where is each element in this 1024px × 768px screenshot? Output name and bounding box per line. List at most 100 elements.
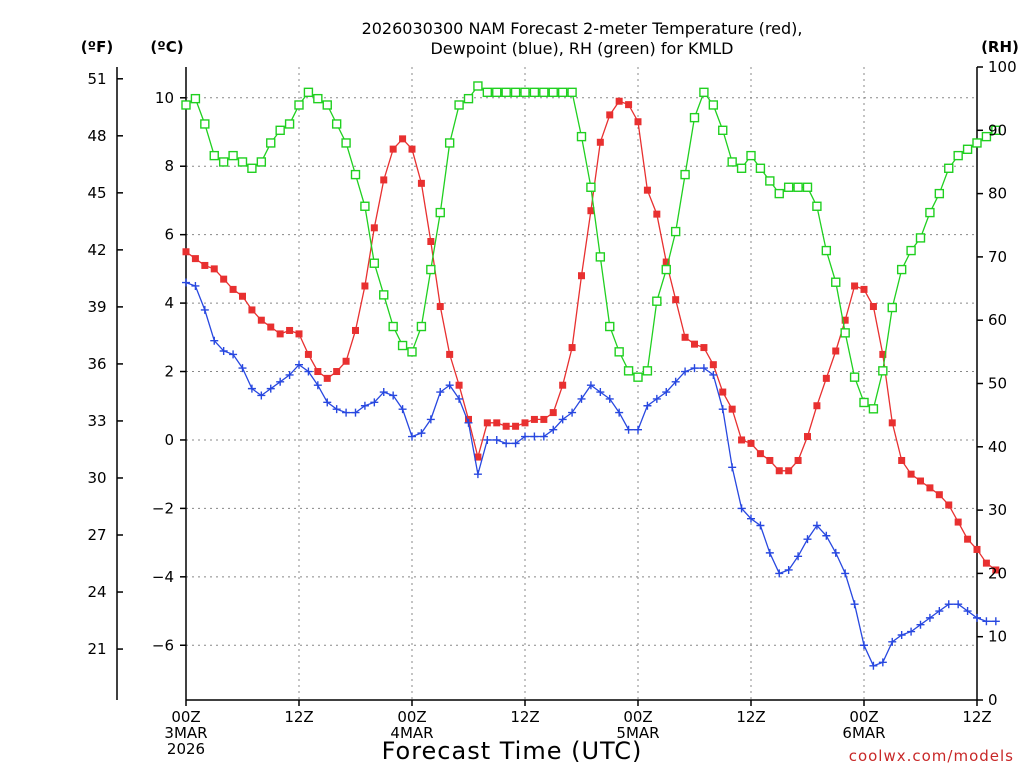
rh-point: [793, 182, 803, 192]
rh-point: [388, 321, 398, 332]
rh-point: [680, 169, 690, 180]
rh-tick-label: 50: [988, 375, 1007, 393]
rh-tick-label: 80: [988, 185, 1007, 203]
rh-point: [915, 233, 926, 243]
rh-point: [209, 150, 219, 161]
rh-line: [185, 85, 997, 410]
temperature-point: [248, 306, 256, 314]
dewpoint-point: [747, 514, 755, 523]
temperature-point: [276, 330, 284, 338]
dewpoint-point: [200, 305, 209, 314]
rh-point: [605, 321, 615, 332]
temperature-point: [917, 477, 924, 485]
rh-point: [322, 100, 332, 110]
temperature-point: [530, 415, 538, 423]
temperature-point: [549, 409, 557, 417]
rh-point: [529, 87, 540, 98]
temperature-point: [964, 535, 972, 543]
temperature-point: [738, 436, 746, 444]
rh-point: [510, 87, 521, 98]
dewpoint-point: [549, 425, 558, 434]
dewpoint-point: [652, 394, 661, 403]
rh-point: [426, 264, 436, 275]
dewpoint-point: [360, 401, 369, 410]
rh-point: [313, 93, 323, 104]
temperature-point: [822, 374, 830, 382]
temperature-point: [399, 135, 407, 143]
grid-lines: [186, 67, 977, 700]
x-tick-label: 5MAR: [616, 724, 659, 742]
dewpoint-point: [577, 394, 586, 403]
temperature-point: [323, 374, 331, 382]
temperature-point: [813, 402, 821, 410]
rh-point: [652, 296, 662, 306]
dewpoint-point: [351, 408, 360, 417]
rh-point: [849, 372, 860, 382]
dewpoint-point: [313, 381, 322, 390]
fahrenheit-tick-label: 33: [87, 412, 106, 430]
celsius-tick-label: −2: [152, 499, 174, 517]
dewpoint-point: [276, 377, 285, 386]
celsius-unit-label: (ºC): [150, 38, 183, 56]
rh-point: [718, 125, 728, 136]
rh-point: [576, 131, 587, 142]
dewpoint-point: [935, 607, 944, 616]
x-tick-label: 2026: [167, 740, 205, 758]
dewpoint-point: [916, 620, 925, 629]
x-tick-label: 00Z: [171, 708, 200, 726]
rh-point: [557, 87, 568, 98]
dewpoint-point: [408, 432, 416, 441]
rh-tick-label: 10: [988, 628, 1007, 646]
dewpoint-point: [728, 463, 737, 472]
rh-point: [379, 290, 389, 300]
x-tick-label: 00Z: [623, 708, 652, 726]
dewpoint-point: [379, 388, 388, 397]
rh-point: [708, 100, 719, 110]
temperature-point: [775, 467, 783, 475]
temperature-point: [615, 97, 623, 105]
temperature-point: [229, 285, 237, 293]
temperature-point: [314, 368, 322, 376]
dewpoint-point: [662, 388, 671, 397]
dewpoint-point: [869, 661, 878, 670]
dewpoint-point: [323, 398, 332, 407]
temperature-point: [587, 207, 595, 215]
rh-point: [934, 188, 945, 199]
temperature-point: [352, 326, 359, 334]
rh-point: [228, 150, 238, 161]
temperature-point: [992, 566, 1000, 574]
temperature-point: [898, 456, 906, 464]
dewpoint-point: [605, 394, 614, 403]
celsius-tick-label: −4: [152, 568, 174, 586]
rh-tick-label: 40: [988, 438, 1007, 456]
dewpoint-point: [756, 521, 765, 530]
fahrenheit-tick-label: 45: [87, 184, 106, 202]
dewpoint-point: [850, 600, 859, 609]
temperature-point: [935, 491, 943, 499]
celsius-tick-label: 4: [164, 294, 174, 312]
rh-point: [256, 157, 267, 167]
rh-point: [586, 182, 596, 192]
chart-title-line1: 2026030300 NAM Forecast 2-meter Temperat…: [362, 19, 803, 38]
dewpoint-point: [210, 336, 219, 345]
fahrenheit-unit-label: (ºF): [81, 38, 113, 56]
dewpoint-point: [784, 565, 793, 574]
rh-point: [247, 163, 257, 173]
temperature-point: [474, 453, 482, 461]
temperature-point: [869, 303, 877, 311]
dewpoint-point: [521, 432, 529, 441]
dewpoint-point: [238, 364, 247, 373]
temperature-point: [182, 248, 190, 256]
temperature-point: [493, 419, 501, 427]
dewpoint-point: [624, 425, 633, 434]
rh-point: [878, 366, 888, 376]
rh-point: [435, 207, 445, 218]
rh-point: [623, 366, 634, 376]
dewpoint-point: [991, 617, 1000, 626]
temperature-point: [512, 422, 520, 430]
credit-text: coolwx.com/models: [849, 747, 1014, 765]
rh-point: [633, 372, 643, 382]
dewpoint-point: [304, 367, 313, 376]
rh-point: [840, 328, 850, 338]
temperature-point: [342, 357, 350, 365]
